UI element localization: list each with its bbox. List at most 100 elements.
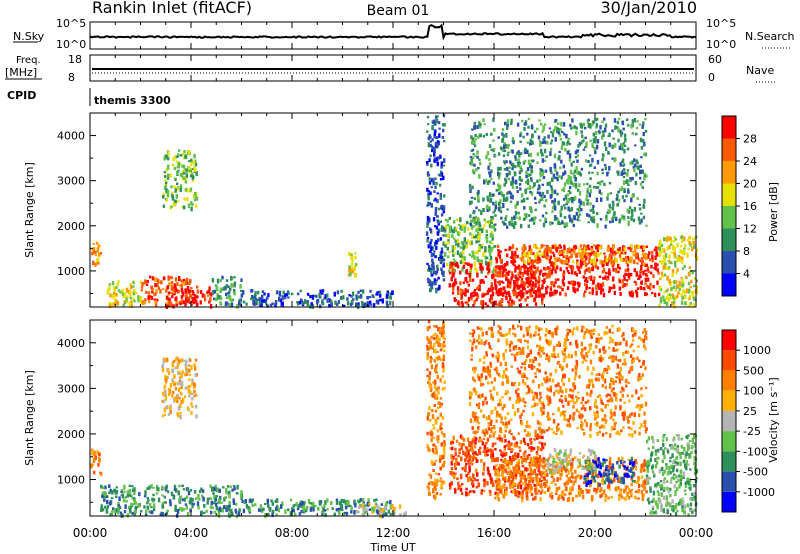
heatmap-cell	[631, 160, 634, 165]
heatmap-cell	[322, 508, 325, 511]
heatmap-cell	[474, 155, 478, 158]
heatmap-cell	[586, 201, 589, 206]
heatmap-cell	[483, 462, 486, 467]
heatmap-cell	[626, 169, 630, 172]
heatmap-cell	[612, 244, 615, 249]
heatmap-cell	[497, 467, 501, 473]
heatmap-cell	[180, 287, 184, 292]
heatmap-cell	[172, 157, 175, 161]
heatmap-cell	[573, 125, 577, 129]
heatmap-cell	[541, 435, 544, 440]
heatmap-cell	[151, 500, 155, 503]
heatmap-cell	[643, 176, 646, 181]
heatmap-cell	[426, 236, 430, 240]
heatmap-cell	[113, 508, 117, 513]
heatmap-cell	[465, 491, 468, 497]
heatmap-cell	[230, 275, 233, 281]
heatmap-cell	[512, 457, 516, 462]
heatmap-cell	[522, 135, 525, 139]
heatmap-cell	[469, 219, 473, 223]
heatmap-cell	[155, 492, 159, 495]
heatmap-cell	[478, 228, 481, 231]
heatmap-cell	[558, 134, 562, 137]
heatmap-cell	[529, 292, 533, 298]
heatmap-cell	[579, 244, 583, 248]
heatmap-cell	[518, 284, 521, 290]
heatmap-cell	[433, 152, 436, 157]
heatmap-cell	[537, 469, 540, 472]
heatmap-cell	[617, 270, 620, 274]
heatmap-cell	[490, 249, 493, 253]
heatmap-cell	[174, 357, 178, 361]
heatmap-cell	[367, 498, 370, 504]
heatmap-cell	[489, 240, 492, 244]
heatmap-cell	[563, 182, 567, 187]
heatmap-cell	[562, 172, 565, 176]
heatmap-cell	[178, 381, 181, 384]
heatmap-cell	[502, 194, 505, 198]
heatmap-cell	[432, 252, 436, 257]
heatmap-cell	[504, 179, 508, 184]
heatmap-cell	[430, 357, 433, 361]
heatmap-cell	[481, 441, 485, 446]
heatmap-cell	[442, 464, 445, 468]
heatmap-cell	[507, 302, 511, 307]
heatmap-cell	[536, 260, 539, 265]
heatmap-cell	[150, 285, 154, 291]
heatmap-cell	[491, 219, 494, 222]
heatmap-cell	[504, 439, 507, 443]
heatmap-cell	[138, 492, 141, 497]
heatmap-cell	[167, 388, 171, 392]
heatmap-cell	[448, 225, 452, 230]
heatmap-cell	[502, 293, 505, 297]
heatmap-cell	[108, 304, 112, 309]
heatmap-cell	[383, 505, 387, 510]
heatmap-cell	[575, 130, 578, 136]
heatmap-cell	[685, 288, 689, 293]
heatmap-cell	[130, 304, 133, 308]
heatmap-cell	[678, 287, 681, 291]
heatmap-cell	[518, 298, 521, 302]
heatmap-cell	[584, 146, 587, 149]
heatmap-cell	[475, 228, 478, 233]
heatmap-cell	[438, 458, 442, 463]
heatmap-cell	[583, 481, 586, 485]
heatmap-cell	[523, 217, 526, 221]
heatmap-cell	[549, 247, 552, 250]
heatmap-cell	[564, 206, 567, 210]
heatmap-cell	[511, 250, 514, 256]
heatmap-cell	[443, 252, 447, 257]
heatmap-cell	[468, 253, 472, 256]
heatmap-cell	[494, 200, 498, 205]
heatmap-cell	[650, 264, 653, 269]
heatmap-cell	[527, 281, 531, 286]
heatmap-cell	[193, 294, 197, 299]
heatmap-cell	[562, 273, 565, 277]
heatmap-cell	[533, 438, 536, 441]
heatmap-cell	[514, 455, 518, 461]
heatmap-cell	[595, 258, 599, 262]
heatmap-cell	[509, 295, 512, 301]
heatmap-cell	[429, 227, 432, 231]
heatmap-cell	[637, 165, 640, 171]
heatmap-cell	[468, 277, 472, 283]
heatmap-cell	[169, 302, 172, 307]
heatmap-cell	[440, 225, 444, 229]
heatmap-cell	[504, 223, 507, 226]
heatmap-cell	[173, 177, 177, 180]
heatmap-cell	[612, 251, 615, 256]
heatmap-cell	[427, 338, 430, 344]
heatmap-cell	[645, 256, 648, 261]
heatmap-cell	[531, 479, 535, 484]
heatmap-cell	[436, 436, 439, 441]
heatmap-cell	[368, 508, 371, 511]
heatmap-cell	[284, 509, 287, 514]
heatmap-cell	[489, 197, 493, 203]
heatmap-cell	[479, 266, 482, 271]
heatmap-cell	[516, 161, 520, 164]
heatmap-cell	[662, 254, 666, 259]
heatmap-cell	[450, 276, 453, 282]
heatmap-cell	[170, 491, 174, 497]
heatmap-cell	[452, 435, 455, 441]
heatmap-cell	[350, 506, 353, 511]
